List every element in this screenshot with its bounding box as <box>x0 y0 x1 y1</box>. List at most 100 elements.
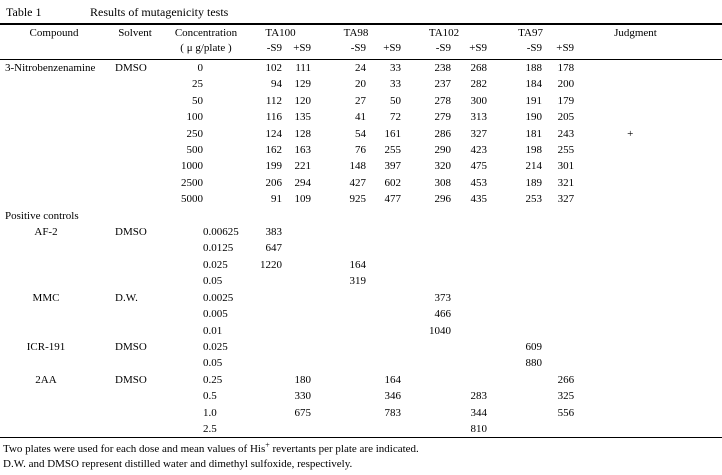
value-cell-ta102-minus-s9 <box>401 224 451 240</box>
concentration-cell: 0.0025 <box>203 291 234 304</box>
compound-cell <box>0 388 108 404</box>
value-cell-ta100-minus-s9 <box>250 388 282 404</box>
value-cell-ta97-minus-s9: 189 <box>525 176 543 189</box>
value-cell-ta102-plus-s9 <box>451 273 487 289</box>
value-cell-ta102-minus-s9 <box>401 405 451 421</box>
value-cell-ta98-minus-s9: 27 <box>355 94 367 107</box>
value-cell-ta97-plus-s9 <box>542 339 574 355</box>
table-header: Compound Solvent Concentration TA100 TA9… <box>0 24 722 60</box>
value-cell-ta97-plus-s9 <box>542 290 574 306</box>
judgment-cell <box>574 257 722 273</box>
value-cell-ta98-minus-s9: 164 <box>349 258 367 271</box>
value-cell-ta98-minus-s9 <box>311 388 366 404</box>
solvent-cell <box>108 76 162 92</box>
judgment-cell <box>574 142 722 158</box>
value-cell-ta102-plus-s9 <box>451 306 487 322</box>
concentration-cell: 250 <box>186 127 204 140</box>
value-cell-ta97-plus-s9: 556 <box>557 406 575 419</box>
value-cell-ta102-minus-s9 <box>401 339 451 355</box>
judgment-cell <box>574 93 722 109</box>
table-row: 2AA DMSO 0.25 180 164 266 <box>0 372 722 388</box>
table-number: Table 1 <box>6 5 42 19</box>
value-cell-ta100-plus-s9: 163 <box>294 144 312 157</box>
value-cell-ta100-minus-s9 <box>250 273 282 289</box>
value-cell-ta100-minus-s9: 91 <box>271 193 282 206</box>
value-cell-ta100-plus-s9 <box>282 339 311 355</box>
compound-cell <box>0 93 108 109</box>
value-cell-ta97-plus-s9: 301 <box>557 160 575 173</box>
value-cell-ta98-plus-s9 <box>366 355 401 371</box>
subheader-ta102-plus-s9: +S9 <box>469 42 488 54</box>
value-cell-ta98-minus-s9 <box>311 240 366 256</box>
subheader-ta98-minus-s9: -S9 <box>350 42 367 54</box>
value-cell-ta98-plus-s9: 164 <box>384 373 402 386</box>
compound-cell: 2AA <box>35 373 57 386</box>
value-cell-ta100-plus-s9 <box>282 240 311 256</box>
value-cell-ta97-plus-s9: 321 <box>557 176 575 189</box>
table-row: 25 94 129 20 33 237 282 184 200 <box>0 76 722 92</box>
value-cell-ta97-minus-s9: 880 <box>525 357 543 370</box>
value-cell-ta97-plus-s9: 327 <box>557 193 575 206</box>
subheader-ta97-plus-s9: +S9 <box>556 42 575 54</box>
value-cell-ta97-minus-s9 <box>487 257 542 273</box>
value-cell-ta100-plus-s9 <box>282 290 311 306</box>
value-cell-ta102-plus-s9 <box>451 339 487 355</box>
value-cell-ta97-minus-s9: 253 <box>525 193 543 206</box>
value-cell-ta97-plus-s9: 205 <box>557 111 575 124</box>
compound-cell <box>0 158 108 174</box>
table-caption: Results of mutagenicity tests <box>90 5 229 19</box>
solvent-cell <box>108 158 162 174</box>
empty-cell <box>0 41 108 60</box>
value-cell-ta102-minus-s9: 290 <box>434 144 452 157</box>
solvent-cell <box>108 191 162 207</box>
value-cell-ta97-minus-s9: 184 <box>525 78 543 91</box>
value-cell-ta98-plus-s9 <box>366 339 401 355</box>
concentration-cell: 0.05 <box>203 275 223 288</box>
value-cell-ta98-plus-s9 <box>366 240 401 256</box>
value-cell-ta98-minus-s9 <box>311 355 366 371</box>
value-cell-ta97-minus-s9: 198 <box>525 144 543 157</box>
value-cell-ta97-minus-s9 <box>487 323 542 339</box>
value-cell-ta97-minus-s9 <box>487 273 542 289</box>
value-cell-ta102-minus-s9: 278 <box>434 94 452 107</box>
value-cell-ta100-minus-s9: 116 <box>265 111 282 124</box>
value-cell-ta100-minus-s9: 647 <box>265 242 283 255</box>
value-cell-ta100-minus-s9: 206 <box>265 176 283 189</box>
value-cell-ta97-plus-s9 <box>542 323 574 339</box>
value-cell-ta100-plus-s9 <box>282 355 311 371</box>
solvent-cell <box>108 109 162 125</box>
solvent-cell <box>108 240 162 256</box>
concentration-cell: 0.025 <box>203 340 228 353</box>
solvent-cell <box>108 306 162 322</box>
value-cell-ta97-plus-s9: 179 <box>557 94 575 107</box>
value-cell-ta100-minus-s9: 112 <box>265 94 282 107</box>
compound-cell <box>0 273 108 289</box>
subheader-ta102-minus-s9: -S9 <box>435 42 452 54</box>
judgment-cell <box>574 175 722 191</box>
value-cell-ta98-minus-s9: 925 <box>349 193 367 206</box>
value-cell-ta102-plus-s9: 268 <box>470 62 488 74</box>
subheader-ta97-minus-s9: -S9 <box>526 42 543 54</box>
col-header-ta102: TA102 <box>428 27 460 39</box>
value-cell-ta97-plus-s9 <box>542 273 574 289</box>
value-cell-ta102-plus-s9 <box>451 323 487 339</box>
empty-cell <box>574 41 722 60</box>
value-cell-ta97-minus-s9 <box>487 224 542 240</box>
value-cell-ta97-plus-s9: 266 <box>557 373 575 386</box>
value-cell-ta102-plus-s9: 344 <box>470 406 488 419</box>
value-cell-ta100-plus-s9: 135 <box>294 111 312 124</box>
section-label: Positive controls <box>5 209 79 222</box>
solvent-cell <box>108 142 162 158</box>
judgment-cell <box>574 109 722 125</box>
value-cell-ta102-minus-s9: 466 <box>434 308 452 321</box>
judgment-cell <box>574 405 722 421</box>
solvent-cell <box>108 257 162 273</box>
concentration-cell: 0.005 <box>203 308 228 321</box>
value-cell-ta98-plus-s9: 783 <box>384 406 402 419</box>
value-cell-ta98-plus-s9: 161 <box>384 127 402 140</box>
value-cell-ta98-minus-s9 <box>311 224 366 240</box>
value-cell-ta100-plus-s9 <box>282 257 311 273</box>
table-row: 2.5 810 <box>0 421 722 438</box>
concentration-cell: 0 <box>197 62 204 74</box>
